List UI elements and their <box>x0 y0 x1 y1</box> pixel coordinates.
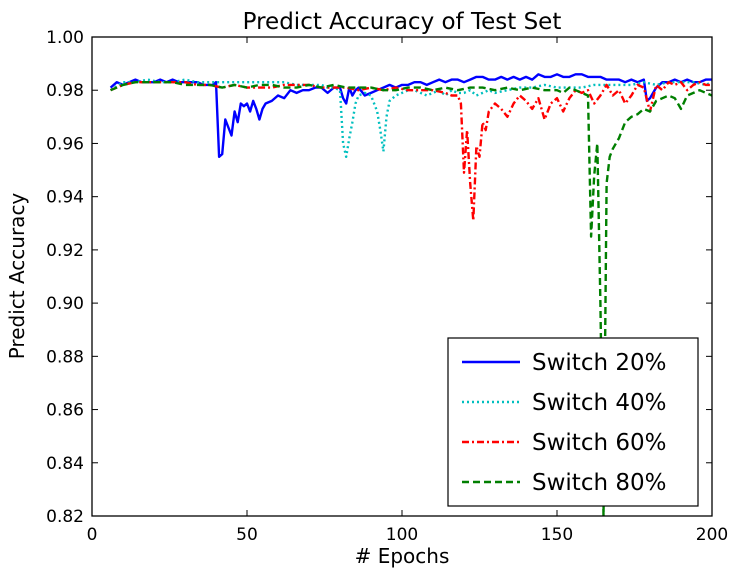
plot-frame <box>91 36 713 517</box>
ticks-layer: 0 50 100 150 200 0.82 0.84 0.86 0.88 0.90 0.92 0.94… <box>46 28 728 545</box>
y-tick-label: 0.92 <box>46 241 84 261</box>
y-tick-label: 0.88 <box>46 347 84 367</box>
y-tick-label: 0.84 <box>46 454 84 474</box>
x-axis-title: # Epochs <box>355 544 450 568</box>
series-layer <box>109 73 712 516</box>
y-tick-label: 0.90 <box>46 294 84 314</box>
chart-title: Predict Accuracy of Test Set <box>243 9 562 35</box>
legend-label: Switch 60% <box>532 430 666 456</box>
y-tick-label: 0.82 <box>46 507 84 527</box>
x-tick-label: 0 <box>87 525 98 545</box>
y-tick-label: 0.94 <box>46 188 84 208</box>
legend: Switch 20% Switch 40% Switch 60% Switch 80% <box>447 337 699 507</box>
x-tick-label: 100 <box>386 525 418 545</box>
y-tick-label: 1.00 <box>46 28 84 48</box>
legend-label: Switch 20% <box>532 350 666 376</box>
x-tick-label: 150 <box>541 525 573 545</box>
y-tick-label: 0.96 <box>46 134 84 154</box>
legend-label: Switch 40% <box>532 390 666 416</box>
legend-label: Switch 80% <box>532 470 666 496</box>
y-axis-title: Predict Accuracy <box>5 193 29 360</box>
x-tick-label: 200 <box>696 525 728 545</box>
y-tick-label: 0.86 <box>46 401 84 421</box>
series-line-4 <box>110 80 712 516</box>
y-tick-label: 0.98 <box>46 81 84 101</box>
legend-box <box>447 337 699 507</box>
x-tick-label: 50 <box>236 525 258 545</box>
